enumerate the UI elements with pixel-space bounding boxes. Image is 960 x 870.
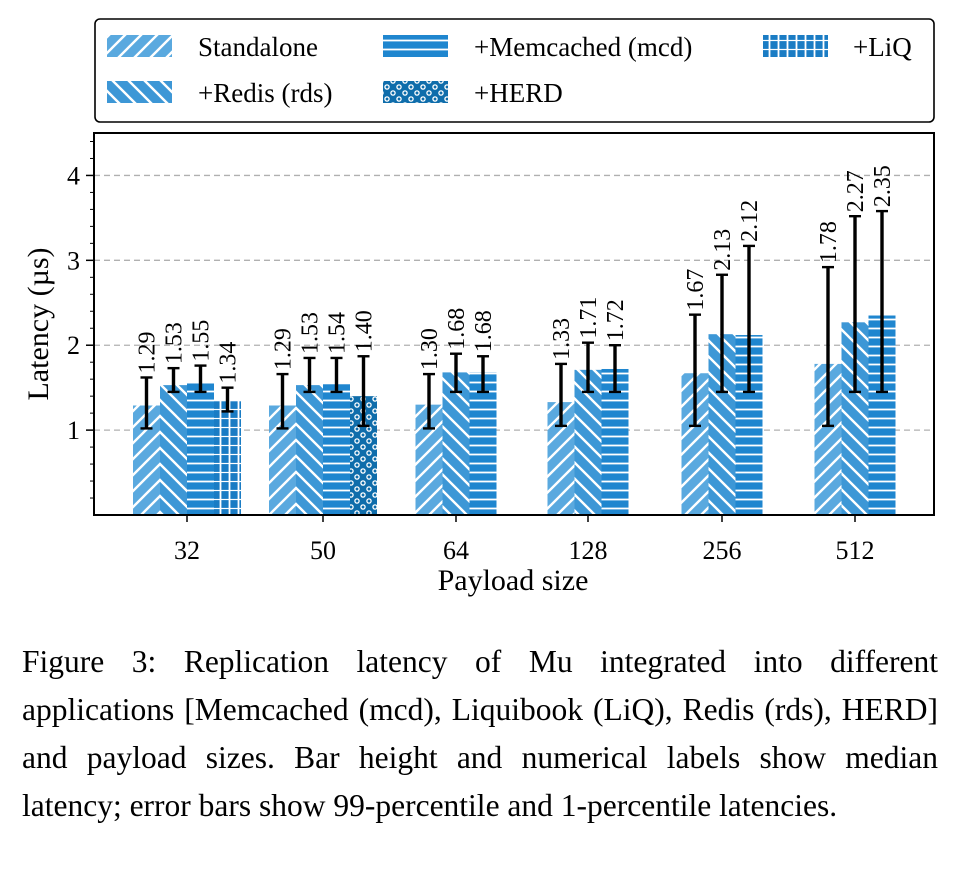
x-axis-label: Payload size [438, 564, 589, 597]
value-label: 1.68 [444, 308, 470, 350]
value-label: 2.12 [737, 200, 763, 242]
value-label: 2.35 [870, 165, 896, 207]
value-label: 1.33 [549, 318, 575, 360]
value-label: 2.27 [843, 170, 869, 212]
bar [469, 372, 497, 515]
value-label: 1.53 [298, 312, 324, 354]
x-tick-label: 32 [174, 536, 200, 565]
value-label: 1.34 [216, 342, 242, 384]
y-tick-label: 3 [67, 246, 80, 275]
plot-frame [93, 132, 935, 516]
value-label: 1.71 [576, 297, 602, 339]
value-label: 1.72 [603, 299, 629, 341]
bar [187, 383, 214, 515]
legend-swatch-liq [763, 35, 828, 57]
legend-swatch-memcached [383, 35, 448, 57]
x-tick-label: 64 [443, 536, 469, 565]
legend-frame [94, 18, 935, 123]
y-tick-label: 4 [67, 161, 80, 190]
value-label: 1.67 [683, 269, 709, 311]
value-label: 1.53 [162, 322, 188, 364]
bar [442, 372, 470, 515]
y-tick-label: 2 [67, 331, 80, 360]
figure-caption: Figure 3: Replication latency of Mu inte… [22, 644, 938, 823]
value-label: 1.78 [816, 221, 842, 263]
value-label: 1.54 [325, 312, 351, 354]
x-tick-label: 128 [569, 536, 608, 565]
bar [214, 401, 241, 515]
value-label: 1.29 [135, 331, 161, 373]
bar [601, 368, 629, 515]
bar [574, 369, 602, 515]
x-tick-label: 512 [836, 536, 875, 565]
bar [323, 384, 350, 515]
y-tick-label: 1 [67, 416, 80, 445]
legend-swatch-redis [107, 81, 172, 103]
y-axis-label: Latency (µs) [22, 247, 55, 400]
x-tick-label: 50 [310, 536, 336, 565]
value-label: 1.55 [189, 320, 215, 362]
legend-label-memcached: +Memcached (mcd) [474, 32, 692, 62]
value-label: 1.40 [352, 310, 378, 352]
value-label: 1.68 [471, 310, 497, 352]
legend-label-liq: +LiQ [853, 32, 912, 62]
legend-swatch-herd [383, 81, 448, 103]
legend-label-herd: +HERD [474, 78, 563, 108]
chart-figure: Standalone +Memcached (mcd) +LiQ +Redis … [22, 18, 935, 597]
bar [296, 385, 323, 515]
value-label: 1.29 [271, 328, 297, 370]
legend: Standalone +Memcached (mcd) +LiQ +Redis … [94, 18, 935, 123]
bar [160, 385, 187, 515]
x-tick-label: 256 [703, 536, 742, 565]
legend-label-standalone: Standalone [198, 32, 318, 62]
value-label: 2.13 [710, 229, 736, 271]
legend-label-redis: +Redis (rds) [198, 78, 332, 108]
value-label: 1.30 [417, 328, 443, 370]
legend-swatch-standalone [107, 35, 172, 57]
